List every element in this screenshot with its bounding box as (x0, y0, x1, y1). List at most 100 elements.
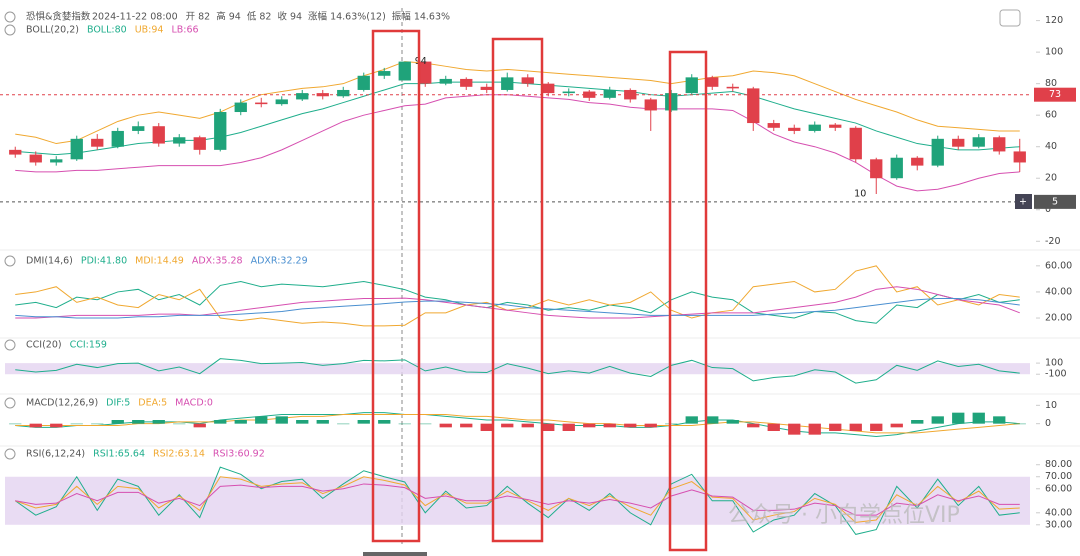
stat: 涨幅 14.63%(12) (308, 11, 386, 23)
fullscreen-button[interactable] (999, 9, 1021, 27)
legend-entry: PDI:41.80 (81, 256, 127, 267)
collapse-icon (4, 448, 16, 460)
histogram-bar (583, 423, 596, 428)
candle-body (378, 71, 391, 76)
y-tick-label: 80 (1045, 78, 1057, 89)
histogram-bar (911, 420, 924, 424)
scrollbar[interactable] (363, 552, 427, 556)
y-tick-label: 0 (1045, 418, 1051, 429)
legend-entry: CCI:159 (70, 340, 107, 351)
y-tick-label: 70.00 (1045, 471, 1072, 482)
collapse-icon[interactable] (4, 11, 16, 23)
histogram-bar (870, 423, 883, 431)
legend-entry: RSI2:63.14 (153, 449, 205, 460)
histogram-bar (357, 420, 370, 424)
histogram-bar (624, 423, 637, 428)
candle-body (603, 89, 616, 98)
indicator-line (15, 476, 1020, 523)
candle-body (480, 86, 493, 90)
y-tick-label: 60 (1045, 110, 1057, 121)
indicator-label: CCI(20) (26, 340, 62, 351)
histogram-bar (542, 423, 555, 431)
histogram-bar (706, 416, 719, 424)
histogram-bar (152, 420, 165, 424)
candle-body (747, 88, 760, 124)
y-tick-label: 60.00 (1045, 483, 1072, 494)
panel: 60.00 40.00 20.00 DMI(14,6) PDI:41.80 MDI:14.… (4, 255, 1072, 327)
header: 恐惧&贪婪指数 2024-11-22 08:00 开 82 高 94 低 82 收 9… (4, 9, 1021, 27)
histogram-bar (316, 420, 329, 424)
band (5, 476, 1030, 525)
stats: 开 82 高 94 低 82 收 94 涨幅 14.63%(12) 振幅 14.63% (186, 11, 450, 23)
add-button[interactable]: + (1015, 194, 1032, 209)
histogram-bar (419, 423, 432, 425)
histogram-bar (747, 423, 760, 428)
y-tick-label: 100 (1045, 358, 1063, 369)
indicator-line (15, 61, 1020, 145)
histogram-bar (501, 423, 514, 428)
indicator-label: BOLL(20,2) (26, 25, 79, 36)
candle-body (275, 99, 288, 105)
candle-body (439, 78, 452, 84)
y-tick-label: 60.00 (1045, 260, 1072, 271)
title: 恐惧&贪婪指数 (26, 11, 91, 23)
collapse-icon (4, 255, 16, 267)
candle-body (706, 77, 719, 87)
histogram-bar (890, 423, 903, 428)
candle-body (193, 137, 206, 150)
stat: 收 94 (277, 11, 302, 23)
histogram-bar (788, 423, 801, 435)
candle-body (870, 159, 883, 179)
candle-body (501, 77, 514, 90)
stat: 开 82 (186, 12, 211, 23)
histogram-bar (603, 423, 616, 428)
candle-body (29, 154, 42, 163)
histogram-bar (173, 423, 186, 425)
candle-body (50, 159, 63, 163)
candle-body (993, 137, 1006, 152)
high-label: 94 (415, 56, 427, 67)
y-tick-label: 40 (1045, 141, 1057, 152)
candle-body (316, 93, 329, 97)
band (5, 363, 1030, 375)
histogram-bar (931, 416, 944, 424)
legend-entry: ADXR:32.29 (251, 256, 308, 267)
legend-entry: DEA:5 (138, 398, 167, 409)
legend-entry: MDI:14.49 (135, 256, 184, 267)
y-tick-label: 40.00 (1045, 286, 1072, 297)
histogram-bar (398, 423, 411, 425)
histogram-bar (480, 423, 493, 431)
indicator-line (15, 286, 1020, 319)
y-tick-label: 20.00 (1045, 313, 1072, 324)
candle-body (808, 124, 821, 131)
legend-entry: DIF:5 (106, 398, 130, 409)
legend-entry: UB:94 (135, 25, 164, 36)
indicator-line (15, 265, 1020, 327)
histogram-bar (29, 423, 42, 428)
candle-body (152, 126, 165, 144)
indicator-line (15, 358, 1020, 384)
stat: 高 94 (216, 11, 241, 23)
histogram-bar (767, 423, 780, 431)
histogram-bar (214, 420, 227, 424)
histogram-bar (378, 420, 391, 424)
histogram-bar (644, 423, 657, 428)
indicator-line (15, 483, 1020, 516)
candle-body (931, 138, 944, 166)
candle-body (255, 102, 268, 105)
candle-body (91, 138, 104, 147)
indicator-label: DMI(14,6) (26, 256, 73, 267)
candle-body (398, 61, 411, 81)
y-tick-label: 10 (1045, 400, 1057, 411)
histogram-bar (234, 420, 247, 424)
candle-body (562, 91, 575, 94)
candle-body (542, 83, 555, 94)
histogram-bar (296, 420, 309, 424)
candle-body (726, 86, 739, 89)
histogram-bar (685, 416, 698, 424)
candle-body (9, 149, 22, 155)
histogram-bar (460, 423, 473, 428)
indicator-line (15, 414, 1020, 434)
